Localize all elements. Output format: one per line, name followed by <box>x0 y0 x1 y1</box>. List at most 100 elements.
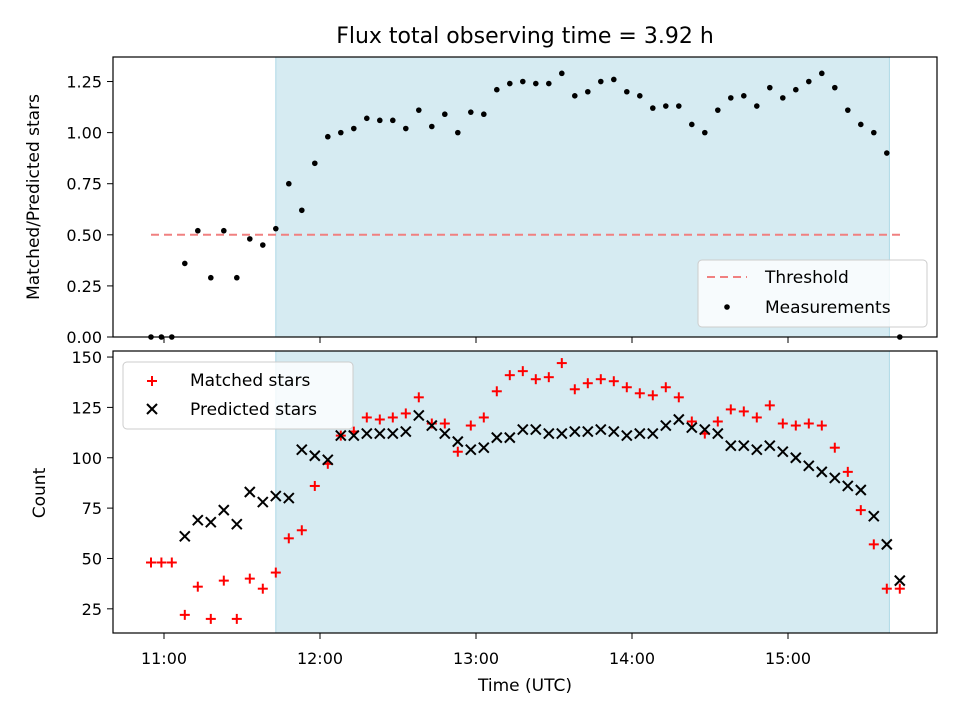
measurement-point <box>728 95 734 101</box>
predicted-star-d2 <box>751 443 763 456</box>
predicted-star-point <box>530 423 542 436</box>
measurement-point <box>273 225 279 232</box>
matched-star-point <box>146 557 156 568</box>
predicted-star-d2 <box>556 427 568 440</box>
predicted-star-d2 <box>283 492 295 504</box>
predicted-star-point <box>725 439 737 452</box>
measurement-point <box>533 80 539 87</box>
measurement-point <box>520 78 526 85</box>
matched-star-point <box>595 374 606 385</box>
matched-star-point <box>439 418 450 429</box>
measurement-point <box>819 70 825 77</box>
measurement-point <box>403 125 409 132</box>
matched-star-point <box>465 420 476 431</box>
bottom-y-axis: 25 50 75 100 125 150 <box>71 348 113 619</box>
matched-star-point <box>764 400 775 411</box>
matched-star-point <box>725 404 736 415</box>
predicted-star-d2 <box>868 510 880 522</box>
predicted-star-point <box>751 443 763 456</box>
predicted-star-point <box>296 443 308 456</box>
predicted-star-d2 <box>842 480 854 492</box>
bottom-panel: 25 50 75 100 125 150 11:00 12:00 13:00 14:00 15:0… <box>30 348 938 696</box>
matched-star-point <box>816 420 827 431</box>
matched-star-point <box>270 567 281 578</box>
measurement-point <box>468 109 474 115</box>
measurement-point <box>871 129 877 136</box>
measurements-legend-label: Measurements <box>765 298 891 318</box>
predicted-star-point <box>803 460 815 472</box>
predicted-star-d2 <box>855 484 867 496</box>
predicted-star-point <box>218 504 230 516</box>
threshold-legend-label: Threshold <box>764 268 849 288</box>
predicted-star-d2 <box>309 450 321 462</box>
top-legend-box <box>697 259 928 328</box>
predicted-star-point <box>400 425 412 438</box>
predicted-star-d2 <box>816 466 828 478</box>
predicted-star-point <box>504 431 516 444</box>
measurement-point <box>884 150 890 156</box>
top-x-axis <box>163 337 789 343</box>
bottom-y-tick-label: 50 <box>82 549 102 568</box>
measurement-point <box>806 78 812 85</box>
predicted-star-point <box>322 454 334 466</box>
predicted-star-point <box>452 435 464 448</box>
matched-star-point <box>218 575 229 586</box>
measurement-point <box>650 105 656 111</box>
matched-star-point <box>569 384 580 395</box>
measurement-point <box>260 242 266 248</box>
predicted-star-point <box>231 518 243 530</box>
measurement-point <box>572 93 578 99</box>
top-y-tick-label: 1.00 <box>66 124 102 143</box>
predicted-star-d2 <box>192 514 204 526</box>
measurement-point <box>663 103 669 109</box>
top-y-tick-label: 0.25 <box>66 277 102 296</box>
predicted-star-d2 <box>894 574 906 587</box>
x-tick-label: 15:00 <box>765 649 811 668</box>
matched-legend-swatch <box>147 376 157 386</box>
measurement-point <box>715 107 721 113</box>
matched-star-point <box>738 406 749 417</box>
measurement-point <box>598 78 604 85</box>
top-y-tick-label: 1.25 <box>66 73 102 92</box>
predicted-star-d2 <box>296 443 308 456</box>
predicted-star-d2 <box>764 439 776 452</box>
predicted-star-d2 <box>595 423 607 436</box>
predicted-legend-label: Predicted stars <box>190 400 317 420</box>
bottom-y-tick-label: 25 <box>82 600 102 619</box>
matched-star-point <box>803 418 814 429</box>
top-y-tick-label: 0.50 <box>66 226 102 245</box>
bottom-y-tick-label: 125 <box>71 398 102 417</box>
predicted-star-d2 <box>335 429 347 442</box>
predicted-star-point <box>608 425 620 438</box>
measurement-point <box>546 80 552 87</box>
predicted-star-d2 <box>647 427 659 440</box>
chart-title: Flux total observing time = 3.92 h <box>336 24 714 49</box>
predicted-star-point <box>621 429 633 442</box>
predicted-star-d2 <box>543 427 555 440</box>
predicted-star-point <box>205 516 217 528</box>
top-y-tick-label: 0.75 <box>66 175 102 194</box>
measurement-point <box>455 129 461 136</box>
predicted-star-d2 <box>634 427 646 440</box>
measurement-point <box>793 86 799 93</box>
matched-star-point <box>400 408 411 419</box>
top-legend: Threshold Measurements <box>697 259 928 328</box>
bottom-y-tick-label: 100 <box>71 449 102 468</box>
measurement-point <box>702 129 708 136</box>
predicted-star-d2 <box>803 460 815 472</box>
predicted-star-d2 <box>738 439 750 452</box>
predicted-star-d2 <box>881 538 893 551</box>
predicted-star-d2 <box>244 486 256 498</box>
x-tick-label: 11:00 <box>141 649 187 668</box>
predicted-star-d2 <box>504 431 516 444</box>
top-y-axis: 0.00 0.25 0.50 0.75 1.00 1.25 <box>66 73 113 347</box>
measurement-point <box>390 117 396 124</box>
measurement-point <box>494 86 500 93</box>
measurement-point <box>208 274 214 281</box>
measurement-point <box>221 227 227 234</box>
predicted-star-point <box>764 439 776 452</box>
predicted-legend-swatch <box>146 403 158 415</box>
matched-star-point <box>166 557 177 568</box>
predicted-star-point <box>374 427 386 440</box>
